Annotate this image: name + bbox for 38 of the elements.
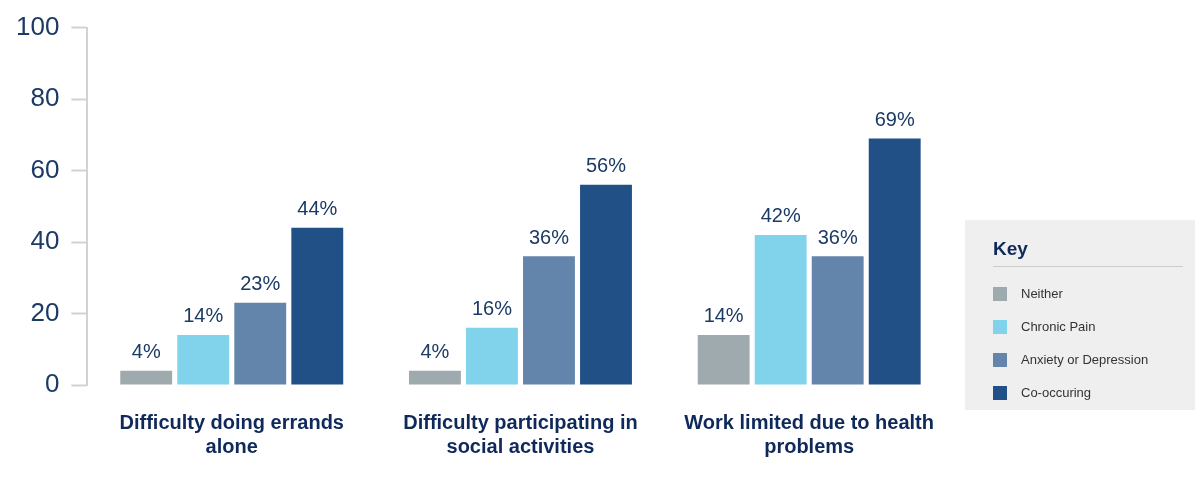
- bar: [177, 334, 230, 385]
- data-label: 42%: [760, 204, 801, 227]
- data-label: 56%: [585, 154, 627, 177]
- bar: [697, 334, 750, 385]
- legend-label: Chronic Pain: [1021, 319, 1096, 334]
- y-tick-label: 20: [30, 296, 60, 327]
- data-label: 36%: [817, 225, 858, 248]
- legend-label: Co-occuring: [1021, 385, 1092, 400]
- x-tick-label: Difficulty doing errands alone: [119, 410, 344, 457]
- bar: [580, 184, 632, 385]
- data-label: 4%: [131, 340, 161, 363]
- bar: [868, 138, 921, 385]
- y-tick-label: 80: [30, 82, 60, 113]
- bar: [120, 370, 173, 385]
- bar: [523, 256, 575, 385]
- x-tick-label: Work limited due to health problems: [684, 410, 934, 457]
- data-label: 16%: [471, 297, 513, 320]
- y-tick-label: 100: [15, 10, 60, 41]
- bar: [234, 302, 287, 385]
- y-tick-label: 0: [44, 368, 60, 399]
- data-label: 14%: [703, 304, 744, 327]
- bar: [754, 234, 807, 385]
- data-label: 69%: [874, 107, 915, 130]
- bar: [291, 227, 344, 385]
- bar: [408, 370, 461, 385]
- bar: [811, 256, 864, 385]
- x-tick-label: Difficulty participating in social activities: [403, 410, 638, 457]
- data-label: 23%: [240, 272, 281, 295]
- y-tick-label: 40: [30, 225, 60, 256]
- legend-label: Neither: [1021, 286, 1063, 301]
- y-tick-label: 60: [30, 153, 60, 184]
- bar: [466, 327, 518, 385]
- data-label: 36%: [528, 225, 570, 248]
- data-label: 44%: [297, 197, 338, 220]
- legend-label: Anxiety or Depression: [1021, 352, 1149, 367]
- legend-title: Key: [993, 238, 1183, 267]
- data-label: 4%: [420, 340, 450, 363]
- data-label: 14%: [183, 304, 224, 327]
